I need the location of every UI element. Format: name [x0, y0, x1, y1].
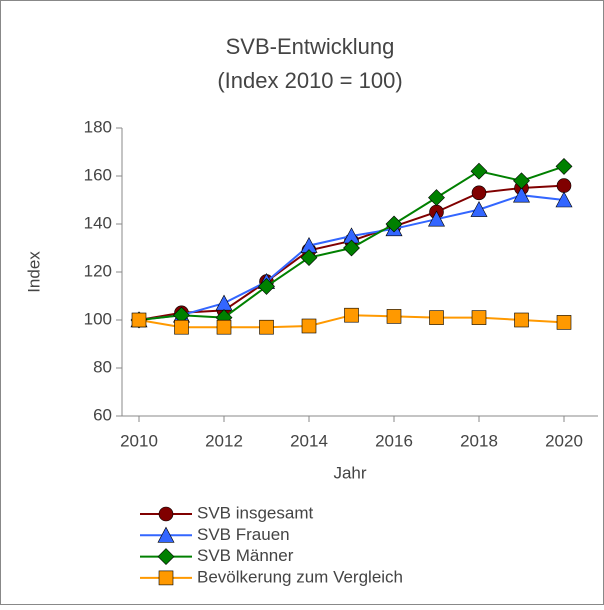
marker: [259, 319, 274, 335]
marker: [471, 310, 487, 325]
y-tick-label: 160: [84, 165, 112, 184]
marker: [555, 191, 573, 208]
y-tick-label: 120: [84, 261, 112, 280]
marker: [157, 526, 175, 543]
marker: [513, 186, 530, 203]
x-tick-label: 2020: [545, 431, 583, 450]
chart-title: SVB-Entwicklung: [226, 34, 395, 59]
marker: [428, 210, 445, 227]
marker: [216, 319, 232, 335]
marker: [513, 172, 530, 190]
marker: [158, 506, 174, 522]
y-tick-label: 180: [84, 117, 112, 136]
marker: [344, 307, 359, 323]
legend-label: Bevölkerung zum Vergleich: [197, 567, 403, 586]
marker: [131, 312, 147, 328]
marker: [555, 157, 573, 175]
chart-subtitle: (Index 2010 = 100): [217, 68, 402, 93]
marker: [556, 178, 572, 193]
marker: [471, 185, 487, 201]
marker: [157, 548, 175, 566]
y-tick-label: 60: [93, 405, 112, 424]
marker: [429, 310, 444, 325]
marker: [514, 312, 529, 328]
x-tick-label: 2012: [205, 431, 243, 450]
y-tick-label: 100: [84, 309, 112, 328]
legend-label: SVB Männer: [197, 546, 294, 565]
marker: [385, 215, 403, 233]
y-tick-label: 80: [93, 357, 112, 376]
legend-label: SVB insgesamt: [197, 503, 313, 522]
x-axis-label: Jahr: [333, 463, 366, 482]
marker: [258, 277, 275, 295]
x-tick-label: 2016: [375, 431, 413, 450]
marker: [343, 239, 360, 257]
legend-label: SVB Frauen: [197, 525, 290, 544]
marker: [428, 189, 445, 207]
marker: [470, 162, 488, 180]
marker: [174, 319, 189, 335]
x-tick-label: 2010: [120, 431, 158, 450]
marker: [386, 309, 402, 324]
marker: [300, 249, 318, 267]
x-tick-label: 2018: [460, 431, 498, 450]
marker: [158, 570, 174, 586]
y-axis-label: Index: [24, 251, 43, 293]
x-tick-label: 2014: [290, 431, 328, 450]
marker: [556, 315, 572, 330]
marker: [470, 200, 488, 217]
marker: [301, 318, 317, 334]
y-tick-label: 140: [84, 213, 112, 232]
